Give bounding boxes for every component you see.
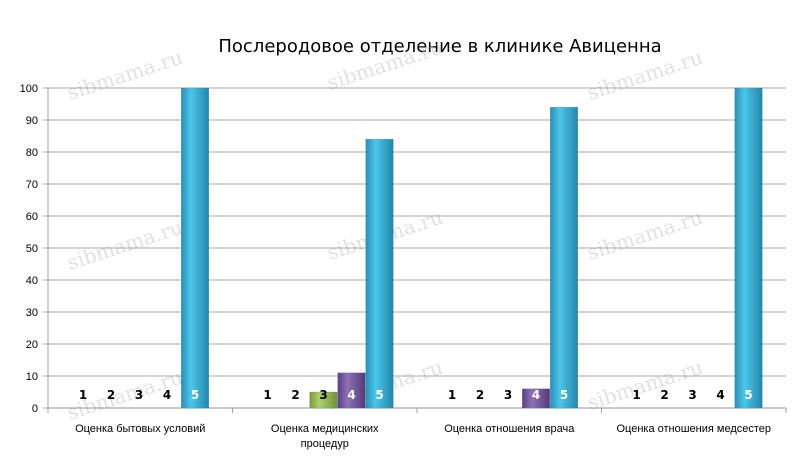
bar-label: 3: [319, 388, 327, 402]
bar-label: 4: [163, 388, 171, 402]
y-tick-label: 40: [26, 275, 38, 287]
category-label: процедур: [301, 438, 349, 450]
bar-label: 5: [191, 388, 199, 402]
bar-label: 3: [135, 388, 143, 402]
bar-label: 1: [632, 388, 640, 402]
category-label: Оценка бытовых условий: [75, 423, 205, 435]
y-tick-label: 30: [26, 307, 38, 319]
bar-label: 2: [291, 388, 299, 402]
bar: [365, 138, 394, 409]
bar-label: 1: [263, 388, 271, 402]
y-tick-label: 80: [26, 147, 38, 159]
category-label: Оценка отношения медсестер: [616, 423, 771, 435]
bar-label: 2: [476, 388, 484, 402]
x-axis: Оценка бытовых условий Оценка медицинских…: [47, 407, 787, 450]
bar-label: 3: [504, 388, 512, 402]
y-tick-label: 10: [26, 371, 38, 383]
watermark: sibmama.ru: [584, 355, 706, 415]
watermark: sibmama.ru: [64, 215, 186, 275]
bar-label: 4: [716, 388, 724, 402]
bar-label: 5: [375, 388, 383, 402]
gridlines: [48, 87, 786, 409]
bar: [734, 87, 763, 409]
bar-label: 5: [744, 388, 752, 402]
y-tick-label: 70: [26, 179, 38, 191]
bar-label: 5: [560, 388, 568, 402]
y-tick-label: 90: [26, 115, 38, 127]
bar-label: 3: [688, 388, 696, 402]
bar-label: 4: [347, 388, 355, 402]
bars: [180, 87, 763, 409]
bar: [180, 87, 210, 409]
watermark: sibmama.ru: [64, 45, 186, 105]
watermark: sibmama.ru: [584, 205, 706, 265]
bar-label: 1: [448, 388, 456, 402]
bar: [521, 388, 551, 409]
y-tick-label: 20: [26, 339, 38, 351]
bar: [549, 106, 579, 409]
bar-label: 2: [107, 388, 115, 402]
y-tick-label: 0: [32, 403, 38, 415]
y-tick-label: 60: [26, 211, 38, 223]
bar: [337, 372, 366, 409]
bar-label: 2: [660, 388, 668, 402]
bar-label: 1: [79, 388, 87, 402]
bar: [309, 391, 338, 409]
y-tick-label: 50: [26, 243, 38, 255]
chart-title: Послеродовое отделение в клинике Авиценн…: [218, 36, 661, 57]
data-labels: 1 2 3 4 5 1 2 3 4 5 1 2 3 4 5 1 2 3 4 5: [79, 388, 753, 402]
bar-label: 4: [532, 388, 540, 402]
y-tick-label: 100: [20, 83, 38, 95]
category-label: Оценка медицинских: [271, 423, 379, 435]
category-label: Оценка отношения врача: [444, 423, 575, 435]
y-axis: 0 10 20 30 40 50 60 70 80 90 100: [20, 83, 49, 415]
